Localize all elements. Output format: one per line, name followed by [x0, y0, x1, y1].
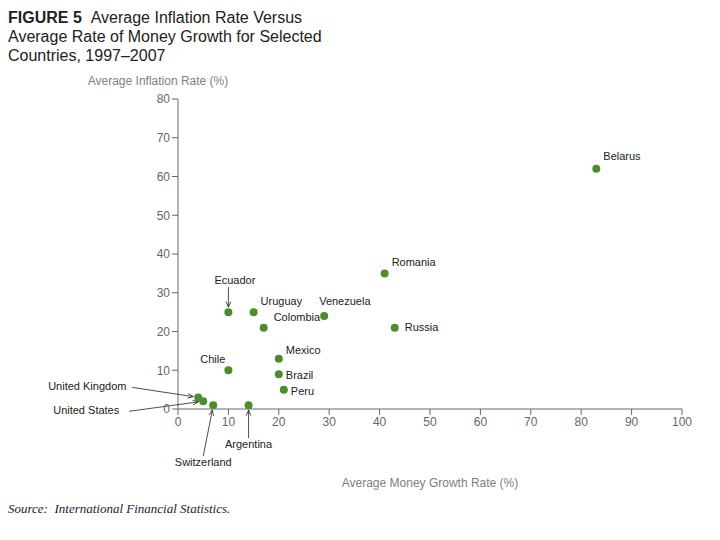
svg-text:United States: United States — [53, 404, 120, 416]
html-text:Average Inflation Rate Versus: Average Inflation Rate Versus — [90, 9, 303, 26]
svg-text:Chile: Chile — [200, 353, 225, 365]
svg-text:70: 70 — [157, 131, 171, 145]
svg-text:Brazil: Brazil — [286, 369, 314, 381]
svg-text:50: 50 — [423, 415, 437, 429]
svg-text:Russia: Russia — [405, 321, 440, 333]
svg-text:Ecuador: Ecuador — [214, 274, 255, 286]
svg-text:80: 80 — [575, 415, 589, 429]
svg-text:0: 0 — [163, 402, 170, 416]
svg-text:Venezuela: Venezuela — [319, 295, 371, 307]
svg-text:Uruguay: Uruguay — [261, 295, 303, 307]
svg-text:Mexico: Mexico — [286, 344, 321, 356]
svg-text:80: 80 — [157, 92, 171, 106]
svg-text:50: 50 — [157, 209, 171, 223]
svg-text:20: 20 — [157, 325, 171, 339]
svg-text:0: 0 — [175, 415, 182, 429]
svg-text:90: 90 — [625, 415, 639, 429]
svg-text:60: 60 — [157, 170, 171, 184]
svg-text:40: 40 — [157, 247, 171, 261]
html-text:Source: International Financia: Source: International Financial Statisti… — [8, 501, 231, 516]
svg-text:20: 20 — [272, 415, 286, 429]
svg-text:10: 10 — [222, 415, 236, 429]
html-text:Average Rate of Money Growth f: Average Rate of Money Growth for Selecte… — [8, 28, 322, 45]
svg-text:30: 30 — [157, 286, 171, 300]
svg-text:Argentina: Argentina — [225, 438, 273, 450]
svg-text:10: 10 — [157, 364, 171, 378]
svg-text:40: 40 — [373, 415, 387, 429]
svg-text:Average Money Growth Rate (%): Average Money Growth Rate (%) — [342, 476, 519, 490]
svg-text:Switzerland: Switzerland — [175, 456, 232, 468]
svg-text:Average Inflation Rate (%): Average Inflation Rate (%) — [88, 74, 229, 88]
svg-text:Romania: Romania — [392, 256, 437, 268]
svg-text:Colombia: Colombia — [274, 311, 321, 323]
svg-text:100: 100 — [672, 415, 692, 429]
svg-text:70: 70 — [524, 415, 538, 429]
html-text:Countries, 1997–2007: Countries, 1997–2007 — [8, 47, 166, 64]
svg-text:60: 60 — [474, 415, 488, 429]
svg-text:Peru: Peru — [291, 385, 314, 397]
svg-text:Belarus: Belarus — [603, 150, 641, 162]
svg-text:30: 30 — [323, 415, 337, 429]
html-text:FIGURE 5: FIGURE 5 — [8, 9, 82, 26]
svg-text:United Kingdom: United Kingdom — [48, 380, 126, 392]
